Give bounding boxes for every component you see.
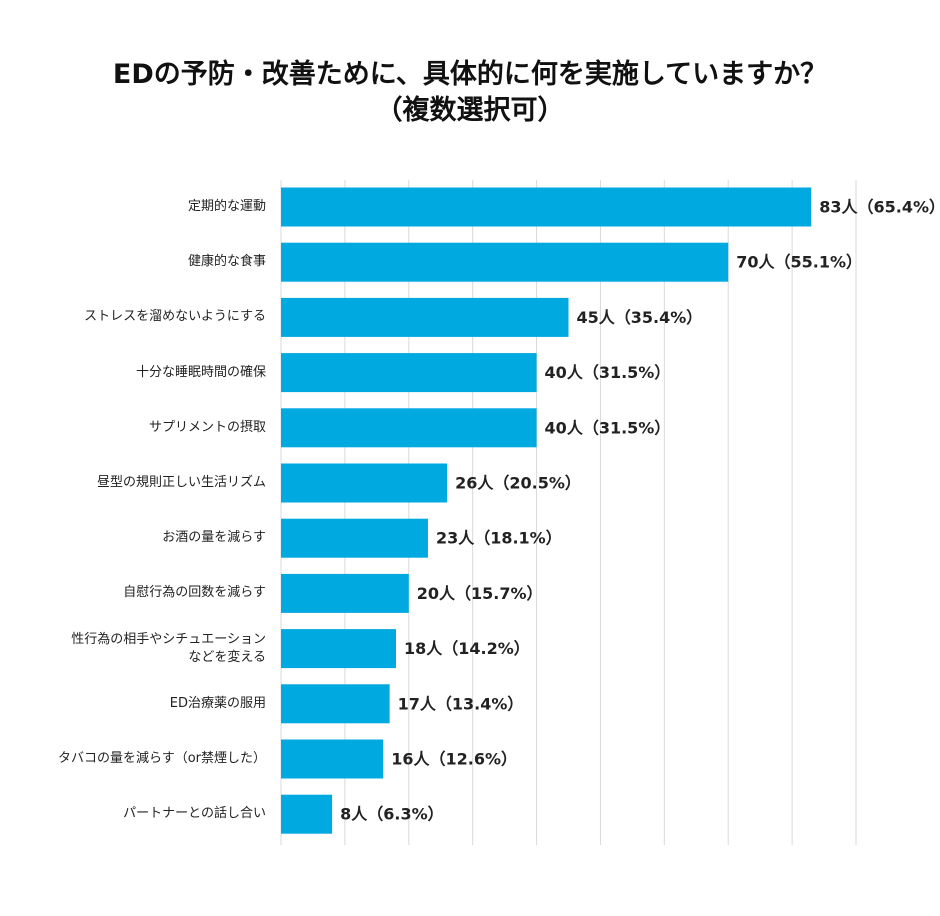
value-label: 23人（18.1%） bbox=[436, 529, 562, 548]
bar bbox=[281, 353, 537, 393]
category-label: お酒の量を減らす bbox=[162, 530, 266, 546]
bar bbox=[281, 629, 396, 669]
value-label: 20人（15.7%） bbox=[417, 584, 543, 603]
value-label: 8人（6.3%） bbox=[340, 805, 444, 824]
bar bbox=[281, 739, 384, 779]
bar bbox=[281, 518, 428, 558]
category-label: ED治療薬の服用 bbox=[169, 695, 266, 711]
value-label: 83人（65.4%） bbox=[819, 198, 940, 217]
category-label: サプリメントの摂取 bbox=[148, 419, 266, 435]
category-label: 十分な睡眠時間の確保 bbox=[135, 364, 266, 380]
category-label: 性行為の相手やシチュエーション などを変える bbox=[71, 631, 266, 665]
category-label: タバコの量を減らす（or禁煙した） bbox=[57, 751, 266, 766]
bar bbox=[281, 408, 537, 448]
bar bbox=[281, 573, 409, 613]
bar bbox=[281, 242, 729, 282]
bar bbox=[281, 463, 448, 503]
bar bbox=[281, 794, 333, 834]
category-label: 定期的な運動 bbox=[187, 199, 266, 214]
category-label: 昼型の規則正しい生活リズム bbox=[96, 475, 266, 490]
chart-title: EDの予防・改善ために、具体的に何を実施していますか？ bbox=[112, 59, 828, 90]
bar bbox=[281, 297, 569, 337]
value-label: 18人（14.2%） bbox=[404, 639, 530, 658]
value-label: 17人（13.4%） bbox=[398, 694, 524, 713]
value-label: 45人（35.4%） bbox=[577, 308, 703, 327]
category-label: 健康的な食事 bbox=[187, 254, 266, 270]
value-label: 26人（20.5%） bbox=[455, 474, 581, 493]
value-label: 16人（12.6%） bbox=[391, 750, 517, 769]
category-label: パートナーとの話し合い bbox=[123, 806, 266, 822]
value-label: 70人（55.1%） bbox=[736, 253, 862, 272]
category-label: 自慰行為の回数を減らす bbox=[123, 585, 266, 601]
chart-subtitle: （複数選択可） bbox=[375, 95, 565, 126]
value-label: 40人（31.5%） bbox=[545, 418, 671, 437]
bar bbox=[281, 684, 390, 724]
value-label: 40人（31.5%） bbox=[545, 363, 671, 382]
category-label: ストレスを溜めないようにする bbox=[84, 309, 266, 325]
bar bbox=[281, 187, 812, 227]
